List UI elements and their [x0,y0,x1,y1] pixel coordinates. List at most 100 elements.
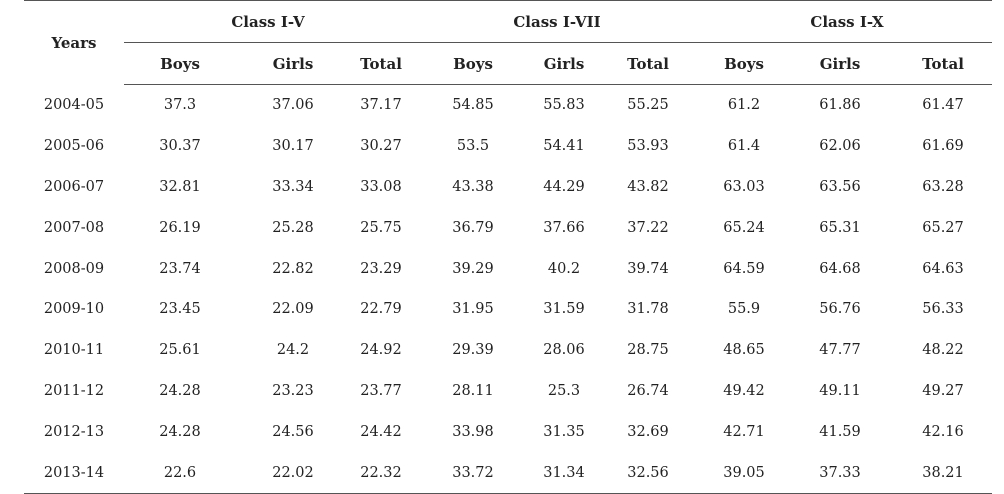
value-cell: 24.56 [272,424,314,441]
value-cell: 63.28 [922,178,964,195]
value-cell: 23.23 [272,383,314,400]
subcolumn-header: Total [350,42,412,85]
value-cell: 55.83 [543,97,585,114]
value-cell: 56.33 [922,301,964,318]
value-cell: 64.63 [922,260,964,277]
value-cell: 49.42 [723,383,765,400]
value-cell: 64.59 [723,260,765,277]
value-cell: 33.98 [452,424,494,441]
value-cell: 40.2 [547,260,581,277]
value-cell: 24.92 [360,342,402,359]
year-cell: 2013-14 [24,452,124,494]
value-cell: 23.29 [360,260,402,277]
value-cell: 31.35 [543,424,585,441]
header-group-row: Years Class I-V Class I-VII Class I-X [24,0,993,85]
value-cell: 65.24 [723,219,765,236]
value-cell: 48.22 [922,342,964,359]
year-cell: 2006-07 [43,178,105,195]
year-cell: 2010-11 [43,342,105,359]
value-cell: 41.59 [819,424,861,441]
subcolumn-header: Total [894,42,993,85]
value-cell: 22.82 [272,260,314,277]
group-header-class-i-x: Class I-X [702,0,993,43]
value-cell: 37.33 [786,452,895,494]
value-cell: 37.06 [272,97,314,114]
value-cell: 63.56 [819,178,861,195]
value-cell: 26.74 [627,383,669,400]
value-cell: 42.16 [922,424,964,441]
value-cell: 31.95 [452,301,494,318]
value-cell: 25.61 [159,342,201,359]
value-cell: 39.29 [452,260,494,277]
year-cell: 2012-13 [43,424,105,441]
value-cell: 25.28 [272,219,314,236]
value-cell: 54.85 [452,97,494,114]
value-cell: 53.93 [627,137,669,154]
value-cell: 43.38 [452,178,494,195]
value-cell: 44.29 [543,178,585,195]
value-cell: 43.82 [627,178,669,195]
value-cell: 63.03 [723,178,765,195]
value-cell: 62.06 [819,137,861,154]
subcolumn-header: Girls [236,42,350,85]
value-cell: 31.34 [534,452,594,494]
subcolumn-header: Total [594,42,703,85]
value-cell: 39.74 [627,260,669,277]
value-cell: 48.65 [723,342,765,359]
data-table: Years Class I-V Class I-VII Class I-X Bo… [24,0,993,494]
value-cell: 38.21 [894,452,993,494]
value-cell: 22.09 [272,301,314,318]
year-cell: 2004-05 [43,96,105,113]
value-cell: 37.3 [163,97,197,114]
value-cell: 24.28 [159,424,201,441]
value-cell: 65.31 [819,219,861,236]
value-cell: 36.79 [452,219,494,236]
value-cell: 29.39 [452,342,494,359]
value-cell: 25.75 [360,219,402,236]
value-cell: 23.45 [159,301,201,318]
group-header-class-i-vii: Class I-VII [412,0,703,43]
value-cell: 32.56 [594,452,703,494]
year-cell: 2007-08 [43,219,105,236]
value-cell: 39.05 [702,452,787,494]
value-cell: 49.27 [922,383,964,400]
value-cell: 31.59 [543,301,585,318]
value-cell: 56.76 [819,301,861,318]
header-subcolumn-row: Boys Girls Total Boys Girls Total Boys G… [24,42,993,85]
subcolumn-header: Boys [124,42,236,85]
value-cell: 26.19 [159,219,201,236]
table-row: 2013-14 22.6 22.02 22.32 33.72 31.34 32.56 39.0… [24,452,993,494]
value-cell: 31.78 [627,301,669,318]
table-row: 2008-09 23.74 22.82 23.29 39.29 40.2 39.74 64.5… [24,248,992,289]
subcolumn-header: Girls [786,42,895,85]
value-cell: 55.9 [727,301,761,318]
value-cell: 28.75 [627,342,669,359]
value-cell: 23.77 [360,383,402,400]
table-body: 2004-05 37.3 37.06 37.17 54.85 55.83 55.25 61.2… [24,85,993,494]
years-header: Years [24,0,124,85]
table-row: 2010-11 25.61 24.2 24.92 29.39 28.06 28.75 48.6… [24,330,992,371]
table-row: 2006-07 32.81 33.34 33.08 43.38 44.29 43.82 63.… [24,166,992,207]
year-cell: 2011-12 [43,383,105,400]
value-cell: 33.08 [360,178,402,195]
subcolumn-header: Boys [412,42,534,85]
year-cell: 2009-10 [43,301,105,318]
value-cell: 55.25 [627,97,669,114]
value-cell: 30.27 [360,137,402,154]
value-cell: 24.28 [159,383,201,400]
value-cell: 24.42 [360,424,402,441]
value-cell: 28.06 [543,342,585,359]
value-cell: 22.32 [350,452,412,494]
table-row: 2009-10 23.45 22.09 22.79 31.95 31.59 31.78 55.… [24,289,992,330]
value-cell: 49.11 [819,383,861,400]
value-cell: 25.3 [547,383,581,400]
value-cell: 32.69 [627,424,669,441]
value-cell: 47.77 [819,342,861,359]
value-cell: 22.79 [360,301,402,318]
table-row: 2011-12 24.28 23.23 23.77 28.11 25.3 26.74 49.4… [24,371,992,412]
value-cell: 37.66 [543,219,585,236]
value-cell: 30.37 [159,137,201,154]
value-cell: 61.86 [819,97,861,114]
value-cell: 54.41 [543,137,585,154]
group-header-class-i-v: Class I-V [124,0,412,43]
